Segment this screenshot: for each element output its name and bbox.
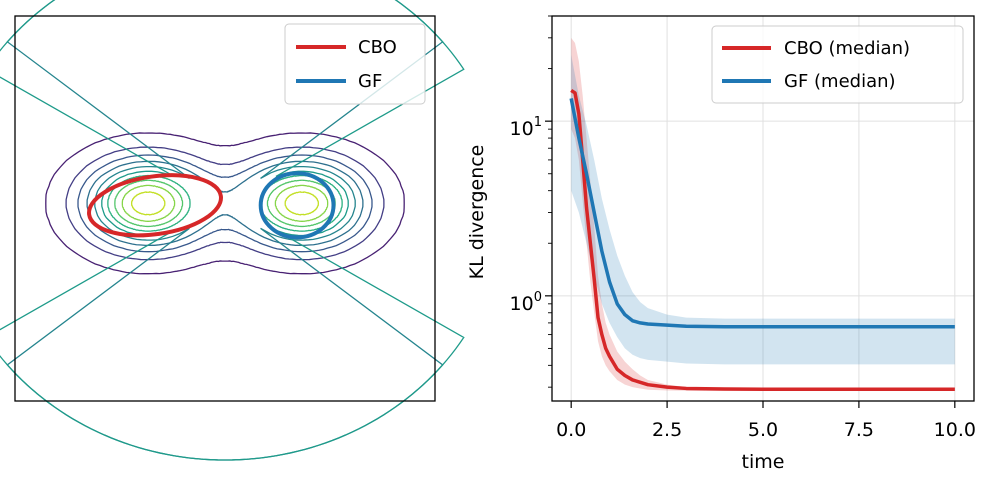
density-contour-panel: CBO GF [0, 0, 465, 461]
x-axis-label: time [742, 451, 785, 473]
contour-line [86, 160, 364, 247]
x-tick-label: 7.5 [844, 419, 874, 441]
left-legend: CBO GF [284, 23, 426, 105]
contour-line [45, 132, 405, 275]
y-axis-label: KL divergence [466, 145, 488, 280]
contour-line [107, 174, 191, 232]
right-legend-box [711, 25, 964, 104]
quantile-band [571, 54, 955, 365]
legend-gf-label: GF [358, 71, 382, 92]
contour-line [0, 0, 465, 461]
contour-line [131, 191, 166, 216]
y-tick-label: 101 [510, 115, 542, 140]
cbo-ellipse [87, 173, 223, 238]
x-tick-label: 5.0 [748, 419, 778, 441]
legend-cbo-label: CBO [358, 37, 397, 58]
median-line [569, 98, 955, 329]
contour-line [266, 179, 336, 228]
gf-ellipse [258, 171, 336, 240]
median-lines [569, 88, 955, 391]
contour-line [274, 184, 329, 222]
axis-ticks [545, 15, 956, 408]
x-tick-label: 10.0 [934, 419, 976, 441]
legend-gf-median-label: GF (median) [784, 71, 896, 92]
left-axes-frame [14, 15, 436, 402]
contour-line [77, 154, 373, 253]
kl-divergence-panel: 100 101 0.0 2.5 5.0 7.5 10.0 time KL div… [466, 15, 976, 473]
x-tick-label: 2.5 [652, 419, 682, 441]
contour-line [65, 146, 385, 261]
right-legend: CBO (median) GF (median) [711, 25, 964, 104]
contour-line [121, 184, 176, 222]
x-tick-label: 0.0 [556, 419, 586, 441]
y-tick-label: 100 [510, 290, 542, 315]
contour-series [87, 171, 336, 240]
contour-line [284, 191, 319, 216]
left-legend-box [284, 23, 426, 105]
legend-cbo-median-label: CBO (median) [784, 38, 910, 59]
median-line [570, 88, 955, 391]
contour-line [114, 179, 184, 228]
contour-lines [0, 0, 465, 461]
